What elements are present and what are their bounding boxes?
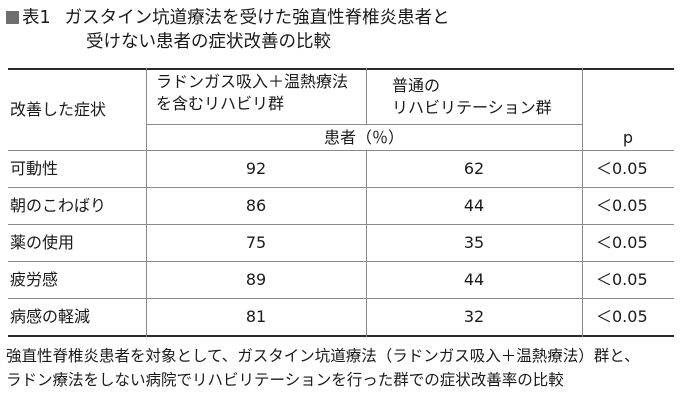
table-title: 表1 ガスタイン坑道療法を受けた強直性脊椎炎患者と 受けない患者の症状改善の比較: [6, 6, 674, 54]
row-group-a-value: 81: [245, 307, 267, 326]
note-line-1: 強直性脊椎炎患者を対象として、ガスタイン坑道療法（ラドンガス吸入＋温熱療法）群と…: [6, 347, 640, 365]
column-rule: [366, 68, 367, 124]
row-rule: [8, 224, 674, 225]
column-rule: [366, 151, 367, 337]
column-rule: [582, 68, 583, 337]
header-patients-percent: 患者（％）: [323, 128, 404, 147]
row-group-a-value: 89: [245, 270, 267, 289]
row-group-b-value: 62: [463, 159, 485, 178]
row-group-a-value: 75: [245, 233, 267, 252]
row-p-value: ＜0.05: [596, 307, 648, 326]
row-group-b-value: 35: [463, 233, 485, 252]
row-p-value: ＜0.05: [596, 196, 648, 215]
table-number: 表1: [22, 8, 51, 28]
row-symptom: 疲労感: [10, 270, 59, 289]
row-symptom: 病感の軽減: [10, 307, 91, 326]
row-p-value: ＜0.05: [596, 159, 648, 178]
table-bottom-rule: [8, 335, 674, 337]
row-rule: [8, 187, 674, 188]
header-group-b-line-1: 普通の: [392, 76, 441, 95]
title-line-2: 受けない患者の症状改善の比較: [86, 32, 331, 52]
comparison-table: 改善した症状 ラドンガス吸入＋温熱療法 を含むリハビリ群 普通の リハビリテーシ…: [8, 68, 674, 337]
header-bottom-rule: [8, 150, 674, 151]
column-rule: [146, 68, 147, 337]
subheader-rule: [146, 124, 582, 125]
table-top-rule: [8, 68, 674, 70]
row-rule: [8, 261, 674, 262]
title-line-1: ガスタイン坑道療法を受けた強直性脊椎炎患者と: [64, 8, 450, 28]
row-group-a-value: 86: [245, 196, 267, 215]
row-group-b-value: 32: [463, 307, 485, 326]
row-group-b-value: 44: [463, 196, 485, 215]
row-p-value: ＜0.05: [596, 270, 648, 289]
row-symptom: 薬の使用: [10, 233, 75, 252]
note-line-2: ラドン療法をしない病院でリハビリテーションを行った群での症状改善率の比較: [6, 371, 564, 389]
row-symptom: 可動性: [10, 159, 59, 178]
table-caption-note: 強直性脊椎炎患者を対象として、ガスタイン坑道療法（ラドンガス吸入＋温熱療法）群と…: [6, 344, 676, 392]
header-p-value: p: [622, 128, 634, 147]
row-group-a-value: 92: [245, 159, 267, 178]
header-group-a-line-1: ラドンガス吸入＋温熱療法: [156, 72, 349, 91]
row-group-b-value: 44: [463, 270, 485, 289]
square-marker-icon: [6, 11, 19, 24]
row-p-value: ＜0.05: [596, 233, 648, 252]
header-group-a-line-2: を含むリハビリ群: [156, 94, 285, 113]
row-symptom: 朝のこわばり: [10, 196, 107, 215]
row-rule: [8, 298, 674, 299]
header-symptom: 改善した症状: [10, 100, 107, 119]
header-group-b-line-2: リハビリテーション群: [392, 98, 552, 117]
